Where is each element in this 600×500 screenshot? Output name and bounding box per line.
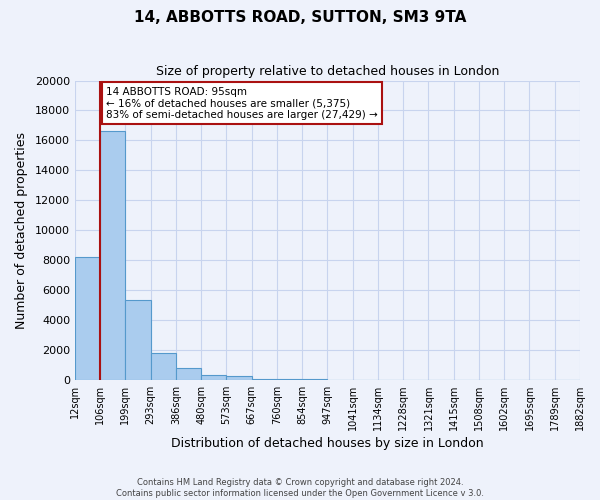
Bar	[100, 132, 125, 380]
Bar	[125, 300, 151, 380]
Bar	[176, 368, 201, 380]
Text: 14 ABBOTTS ROAD: 95sqm
← 16% of detached houses are smaller (5,375)
83% of semi-: 14 ABBOTTS ROAD: 95sqm ← 16% of detached…	[106, 86, 378, 120]
Title: Size of property relative to detached houses in London: Size of property relative to detached ho…	[156, 65, 499, 78]
Bar	[226, 376, 252, 380]
Text: Contains HM Land Registry data © Crown copyright and database right 2024.
Contai: Contains HM Land Registry data © Crown c…	[116, 478, 484, 498]
X-axis label: Distribution of detached houses by size in London: Distribution of detached houses by size …	[171, 437, 484, 450]
Bar	[252, 379, 277, 380]
Y-axis label: Number of detached properties: Number of detached properties	[15, 132, 28, 328]
Bar	[75, 257, 100, 380]
Bar	[277, 379, 302, 380]
Text: 14, ABBOTTS ROAD, SUTTON, SM3 9TA: 14, ABBOTTS ROAD, SUTTON, SM3 9TA	[134, 10, 466, 25]
Bar	[201, 375, 226, 380]
Bar	[151, 353, 176, 380]
